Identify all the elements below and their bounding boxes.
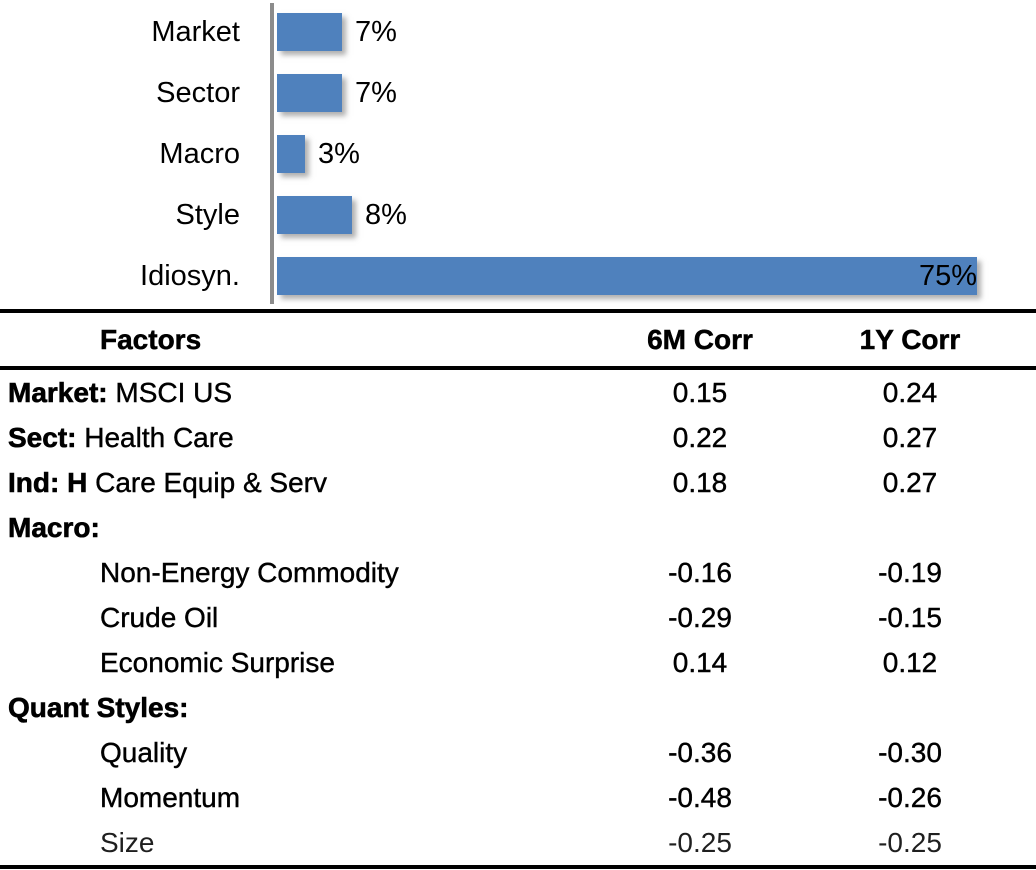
bar-data-label: 3% [318, 138, 360, 170]
table-bottom-border [0, 865, 1036, 869]
table-header-row: Factors 6M Corr 1Y Corr [0, 313, 1036, 366]
table-row: Crude Oil -0.29 -0.15 [0, 595, 1036, 640]
corr-1y-value: -0.26 [878, 781, 942, 813]
factor-label: Economic Surprise [100, 646, 335, 678]
factor-label: Ind: H Care Equip & Serv [8, 466, 327, 498]
bar-data-label: 8% [365, 199, 407, 231]
corr-6m-value: -0.36 [668, 736, 732, 768]
category-label: Macro [159, 138, 240, 170]
bar-idiosyn [277, 257, 977, 295]
corr-1y-value: -0.15 [878, 601, 942, 633]
chart-row-style: Style 8% [0, 196, 1036, 234]
factor-correlation-table: Factors 6M Corr 1Y Corr Market: MSCI US 0… [0, 309, 1036, 869]
factor-label: Market: MSCI US [8, 376, 233, 408]
table-header-separator [0, 366, 1036, 370]
bar-sector [277, 74, 342, 112]
corr-6m-value: -0.16 [668, 556, 732, 588]
chart-row-macro: Macro 3% [0, 135, 1036, 173]
corr-6m-value: -0.29 [668, 601, 732, 633]
chart-row-sector: Sector 7% [0, 74, 1036, 112]
category-label: Sector [156, 77, 240, 109]
corr-1y-value: 0.12 [882, 646, 938, 678]
factor-label: Size [100, 826, 155, 858]
chart-vertical-axis-line [270, 3, 274, 304]
category-label: Style [175, 199, 240, 231]
table-row: Macro: [0, 505, 1036, 550]
corr-1y-value: 0.27 [882, 421, 938, 453]
factor-label: Non-Energy Commodity [100, 556, 399, 588]
chart-row-idiosyn: Idiosyn. 75% [0, 257, 1036, 295]
corr-6m-value: -0.48 [668, 781, 732, 813]
table-body: Market: MSCI US 0.15 0.24 Sect: Health Care… [0, 370, 1036, 865]
header-6m-corr: 6M Corr [647, 323, 753, 355]
factor-label: Macro: [8, 511, 100, 543]
corr-6m-value: -0.25 [668, 826, 732, 858]
corr-6m-value: 0.18 [672, 466, 728, 498]
bar-macro [277, 135, 305, 173]
bar-data-label: 75% [919, 260, 978, 292]
corr-1y-value: 0.27 [882, 466, 938, 498]
bar-data-label: 7% [355, 16, 397, 48]
corr-1y-value: -0.30 [878, 736, 942, 768]
category-label: Idiosyn. [140, 260, 240, 292]
table-row: Size -0.25 -0.25 [0, 820, 1036, 865]
corr-6m-value: 0.15 [672, 376, 728, 408]
table-top-border [0, 309, 1036, 313]
bar-data-label: 7% [355, 77, 397, 109]
factor-label: Crude Oil [100, 601, 219, 633]
table-row: Market: MSCI US 0.15 0.24 [0, 370, 1036, 415]
corr-1y-value: -0.25 [878, 826, 942, 858]
corr-1y-value: -0.19 [878, 556, 942, 588]
corr-1y-value: 0.24 [882, 376, 938, 408]
factor-label: Quality [100, 736, 188, 768]
factor-contribution-bar-chart: Market 7% Sector 7% Macro 3% Style 8% Idiosyn. 75… [0, 0, 1036, 309]
corr-6m-value: 0.14 [672, 646, 728, 678]
table-row: Economic Surprise 0.14 0.12 [0, 640, 1036, 685]
table-row: Ind: H Care Equip & Serv 0.18 0.27 [0, 460, 1036, 505]
factor-label: Sect: Health Care [8, 421, 234, 453]
table-row: Quality -0.36 -0.30 [0, 730, 1036, 775]
table-row: Quant Styles: [0, 685, 1036, 730]
factor-label: Quant Styles: [8, 691, 189, 723]
chart-row-market: Market 7% [0, 13, 1036, 51]
header-1y-corr: 1Y Corr [859, 323, 961, 355]
category-label: Market [151, 16, 240, 48]
header-factors: Factors [100, 323, 202, 355]
table-row: Non-Energy Commodity -0.16 -0.19 [0, 550, 1036, 595]
bar-style [277, 196, 352, 234]
bar-market [277, 13, 342, 51]
table-row: Sect: Health Care 0.22 0.27 [0, 415, 1036, 460]
corr-6m-value: 0.22 [672, 421, 728, 453]
factor-label: Momentum [100, 781, 241, 813]
table-row: Momentum -0.48 -0.26 [0, 775, 1036, 820]
